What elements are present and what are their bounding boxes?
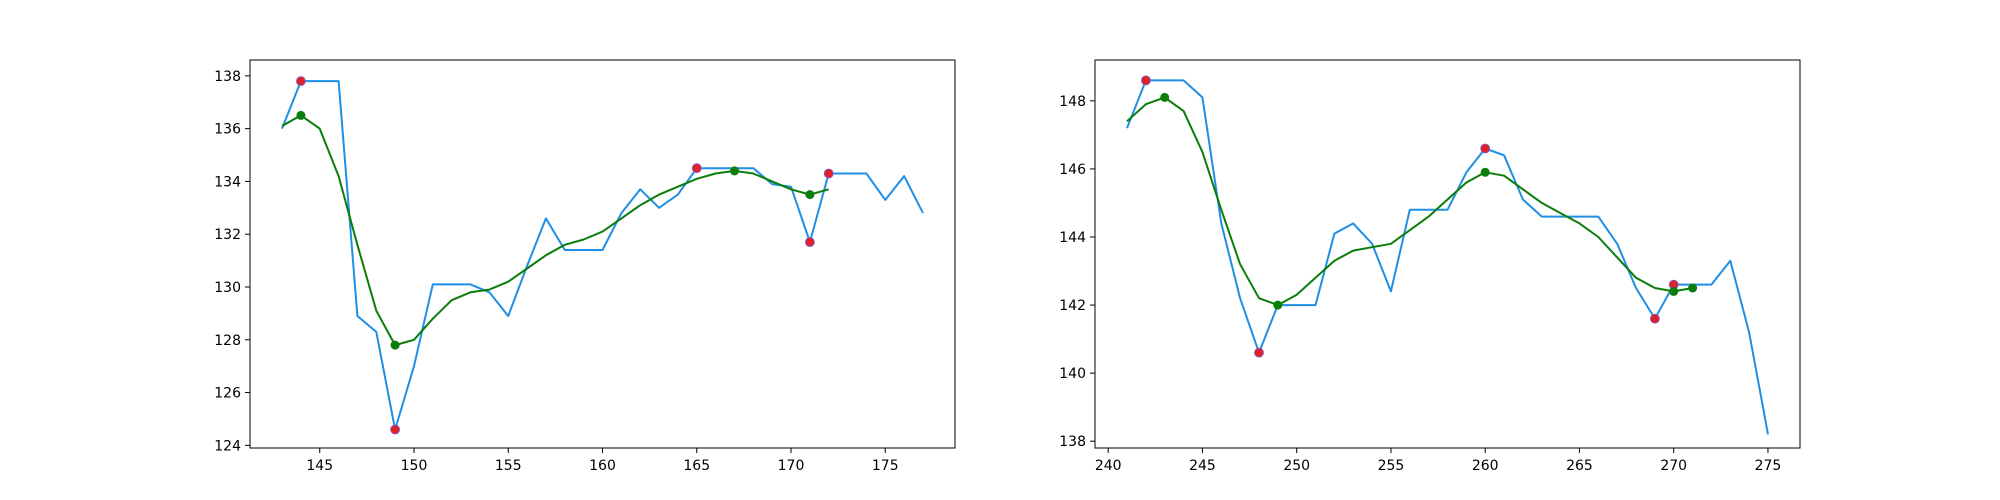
y-tick-label: 130 (214, 280, 241, 296)
x-tick-label: 265 (1566, 458, 1593, 474)
x-tick-label: 175 (872, 458, 899, 474)
smoothed-series-line (281, 114, 829, 347)
raw-extremum-point (805, 237, 815, 248)
smoothed-series-line (1126, 96, 1693, 307)
x-tick-label: 270 (1660, 458, 1687, 474)
x-tick-label: 170 (778, 458, 805, 474)
x-tick-label: 160 (589, 458, 616, 474)
smoothed-extremum-point (1480, 167, 1490, 177)
x-tick-label: 240 (1095, 458, 1122, 474)
raw-extremum-point (691, 163, 702, 174)
y-tick-label: 146 (1059, 162, 1086, 178)
smoothed-extremum-point (296, 110, 306, 120)
y-tick-label: 134 (214, 174, 241, 190)
axes-frame (1094, 59, 1801, 449)
y-tick-label: 148 (1059, 94, 1086, 110)
raw-extremum-point (1141, 75, 1151, 86)
y-tick-label: 138 (214, 69, 241, 85)
raw-extremum-point (823, 168, 834, 179)
smoothed-extremum-point (805, 190, 815, 200)
x-tick-label: 250 (1283, 458, 1310, 474)
x-tick-label: 260 (1472, 458, 1499, 474)
y-tick-label: 138 (1059, 434, 1086, 450)
smoothed-extremum-point (390, 340, 400, 350)
smoothed-extremum-point (1273, 300, 1283, 310)
y-tick-label: 128 (214, 333, 241, 349)
raw-series-line (281, 80, 924, 431)
x-tick-label: 150 (401, 458, 428, 474)
y-tick-label: 126 (214, 386, 241, 402)
raw-extremum-point (1254, 347, 1264, 358)
raw-extremum-point (1480, 143, 1491, 154)
y-tick-label: 144 (1059, 230, 1086, 246)
y-tick-label: 142 (1059, 298, 1086, 314)
x-tick-label: 275 (1755, 458, 1782, 474)
raw-extremum-point (1650, 313, 1660, 324)
y-tick-label: 140 (1059, 366, 1086, 382)
raw-series-line (1126, 79, 1769, 435)
y-tick-label: 136 (214, 122, 241, 138)
x-tick-label: 165 (683, 458, 710, 474)
x-tick-label: 145 (306, 458, 333, 474)
raw-extremum-point (295, 76, 306, 86)
raw-extremum-point (390, 424, 401, 435)
x-tick-label: 255 (1378, 458, 1405, 474)
smoothed-extremum-point (1688, 283, 1698, 293)
smoothed-extremum-point (1669, 286, 1679, 296)
x-tick-label: 245 (1189, 458, 1216, 474)
chart-right: 240 245 250 255 260 265 270 275 138 140 142 144 146 1… (1059, 59, 1801, 474)
chart-left: 145 150 155 160 165 170 175 124 126 128 130 132 134 1… (214, 59, 956, 474)
y-tick-label: 124 (214, 438, 241, 454)
smoothed-extremum-point (730, 166, 739, 176)
x-tick-label: 155 (495, 458, 522, 474)
y-tick-label: 132 (214, 227, 241, 243)
axes-frame (249, 59, 956, 449)
smoothed-extremum-point (1160, 92, 1170, 102)
